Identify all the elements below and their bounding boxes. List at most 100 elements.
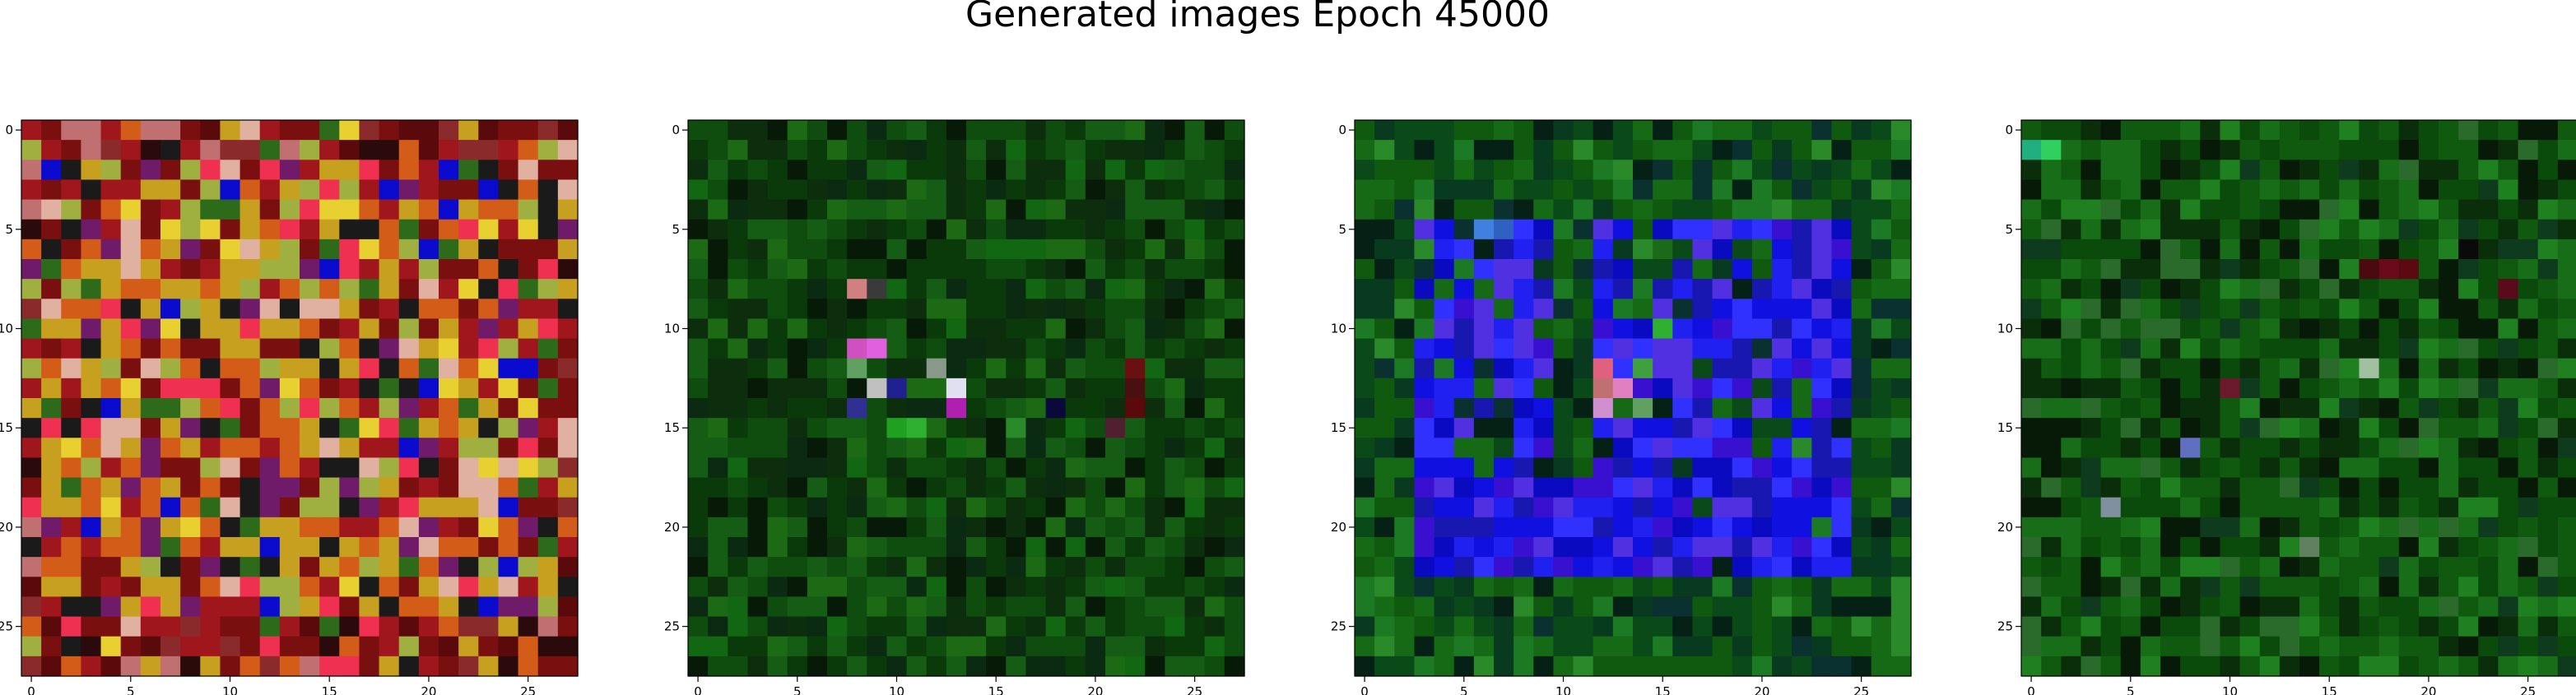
pixel-cell bbox=[21, 497, 42, 518]
pixel-cell bbox=[21, 299, 42, 320]
pixel-cell bbox=[1653, 160, 1673, 181]
pixel-cell bbox=[1224, 199, 1245, 220]
pixel-cell bbox=[2120, 418, 2141, 438]
pixel-cell bbox=[966, 656, 987, 677]
pixel-cell bbox=[1871, 537, 1892, 558]
pixel-cell bbox=[2200, 577, 2221, 598]
pixel-cell bbox=[1514, 318, 1534, 340]
pixel-cell bbox=[379, 140, 400, 160]
pixel-cell bbox=[946, 239, 967, 260]
pixel-cell bbox=[1204, 199, 1225, 220]
pixel-cell bbox=[926, 636, 947, 657]
pixel-cell bbox=[2279, 517, 2300, 538]
pixel-cell bbox=[21, 418, 42, 438]
pixel-cell bbox=[100, 378, 122, 399]
pixel-cell bbox=[2180, 338, 2201, 359]
pixel-cell bbox=[120, 398, 142, 419]
pixel-cell bbox=[1533, 537, 1555, 558]
x-tick-label: 20 bbox=[2420, 684, 2436, 695]
pixel-cell bbox=[1355, 259, 1375, 280]
pixel-cell bbox=[1831, 517, 1853, 538]
pixel-cell bbox=[21, 160, 42, 181]
pixel-cell bbox=[1792, 279, 1812, 299]
pixel-cell bbox=[1653, 179, 1673, 201]
pixel-cell bbox=[1712, 120, 1733, 141]
pixel-cell bbox=[21, 338, 42, 359]
pixel-cell bbox=[2140, 497, 2161, 518]
pixel-cell bbox=[2120, 338, 2141, 359]
pixel-cell bbox=[21, 378, 42, 399]
pixel-cell bbox=[2081, 120, 2102, 141]
pixel-cell bbox=[61, 477, 82, 498]
pixel-cell bbox=[1751, 477, 1773, 498]
pixel-cell bbox=[1204, 378, 1225, 399]
pixel-cell bbox=[1633, 656, 1653, 677]
pixel-cell bbox=[2220, 398, 2241, 419]
pixel-cell bbox=[319, 557, 340, 577]
pixel-cell bbox=[200, 338, 221, 359]
pixel-cell bbox=[708, 219, 728, 240]
pixel-cell bbox=[1792, 596, 1812, 618]
pixel-cell bbox=[2061, 358, 2082, 379]
pixel-cell bbox=[1394, 457, 1416, 479]
pixel-cell bbox=[1772, 378, 1793, 399]
pixel-cell bbox=[1145, 259, 1166, 280]
pixel-cell bbox=[537, 557, 559, 577]
pixel-cell bbox=[986, 160, 1007, 181]
pixel-cell bbox=[1494, 477, 1514, 498]
pixel-cell bbox=[946, 259, 967, 280]
pixel-cell bbox=[1374, 259, 1395, 280]
pixel-cell bbox=[747, 299, 769, 320]
pixel-cell bbox=[1085, 219, 1106, 240]
pixel-cell bbox=[2239, 557, 2261, 577]
pixel-cell bbox=[1653, 259, 1673, 280]
pixel-cell bbox=[1204, 318, 1225, 340]
pixel-cell bbox=[2359, 338, 2380, 359]
pixel-cell bbox=[728, 537, 749, 558]
pixel-cell bbox=[1105, 398, 1126, 419]
pixel-cell bbox=[160, 259, 181, 280]
pixel-cell bbox=[2180, 398, 2201, 419]
pixel-cell bbox=[398, 219, 420, 240]
pixel-cell bbox=[2061, 557, 2082, 577]
pixel-cell bbox=[2160, 418, 2181, 438]
pixel-cell bbox=[2220, 120, 2241, 141]
pixel-cell bbox=[2239, 318, 2261, 340]
pixel-cell bbox=[1374, 160, 1395, 181]
pixel-cell bbox=[41, 537, 62, 558]
pixel-cell bbox=[398, 537, 420, 558]
pixel-cell bbox=[259, 517, 281, 538]
pixel-cell bbox=[1553, 279, 1574, 299]
pixel-cell bbox=[708, 517, 728, 538]
pixel-cell bbox=[2100, 160, 2122, 181]
pixel-cell bbox=[458, 259, 479, 280]
pixel-cell bbox=[478, 616, 500, 637]
pixel-cell bbox=[1025, 358, 1047, 379]
pixel-cell bbox=[1692, 219, 1713, 240]
pixel-cell bbox=[2100, 656, 2122, 677]
pixel-cell bbox=[1085, 596, 1106, 618]
pixel-cell bbox=[239, 457, 261, 479]
y-tick-label: 15 bbox=[1331, 420, 1346, 435]
pixel-cell bbox=[1792, 318, 1812, 340]
pixel-cell bbox=[787, 120, 808, 141]
pixel-cell bbox=[1394, 239, 1416, 260]
pixel-cell bbox=[2478, 577, 2499, 598]
pixel-cell bbox=[1165, 239, 1186, 260]
pixel-cell bbox=[1751, 418, 1773, 438]
pixel-cell bbox=[2319, 259, 2340, 280]
pixel-cell bbox=[359, 179, 380, 201]
pixel-cell bbox=[100, 557, 122, 577]
pixel-cell bbox=[21, 318, 42, 340]
pixel-cell bbox=[767, 279, 788, 299]
pixel-cell bbox=[2299, 279, 2320, 299]
pixel-cell bbox=[518, 557, 539, 577]
pixel-cell bbox=[886, 656, 908, 677]
pixel-cell bbox=[1851, 398, 1872, 419]
pixel-cell bbox=[1045, 398, 1067, 419]
pixel-cell bbox=[1434, 179, 1455, 201]
pixel-cell bbox=[359, 537, 380, 558]
pixel-cell bbox=[1772, 517, 1793, 538]
pixel-cell bbox=[2021, 517, 2042, 538]
pixel-cell bbox=[120, 338, 142, 359]
